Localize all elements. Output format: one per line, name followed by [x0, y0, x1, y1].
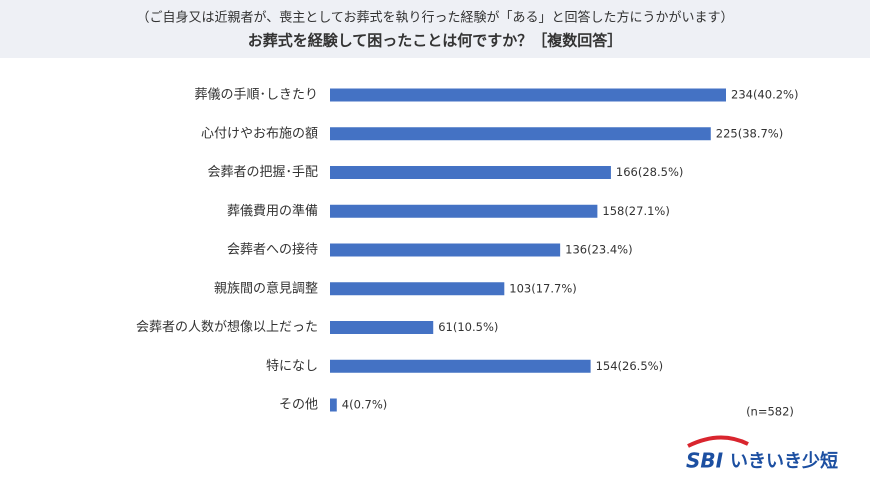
- bar: [330, 166, 611, 179]
- value-label: 103(17.7%): [509, 281, 576, 295]
- bar: [330, 127, 711, 141]
- category-label: 葬儀の手順･しきたり: [194, 88, 318, 103]
- value-label: 4(0.7%): [342, 398, 388, 412]
- bar: [330, 359, 591, 373]
- chart-title: お葬式を経験して困ったことは何ですか？［複数回答］: [248, 32, 623, 50]
- category-label: 会葬者への接待: [227, 242, 318, 258]
- bar: [330, 398, 337, 412]
- bar: [330, 321, 434, 334]
- value-label: 158(27.1%): [602, 204, 669, 218]
- category-label: 会葬者の把握･手配: [207, 165, 318, 180]
- chart-subtitle: （ご自身又は近親者が、喪主としてお葬式を執り行った経験が「ある」と回答した方にう…: [137, 10, 734, 26]
- logo-name: いきいき少短: [730, 450, 838, 472]
- bar: [330, 204, 598, 218]
- header-band: [0, 0, 870, 58]
- bar: [330, 88, 726, 102]
- category-label: 特になし: [266, 359, 318, 374]
- bar: [330, 243, 561, 257]
- logo-swoosh: [687, 435, 749, 448]
- value-label: 166(28.5%): [616, 165, 683, 179]
- category-label: 会葬者の人数が想像以上だった: [136, 319, 318, 335]
- value-label: 225(38.7%): [716, 126, 783, 140]
- bar: [330, 282, 505, 296]
- sample-note: (n=582): [746, 405, 794, 419]
- category-label: その他: [279, 398, 318, 413]
- value-label: 154(26.5%): [596, 359, 663, 373]
- logo-brand: SBI: [686, 449, 724, 473]
- value-label: 234(40.2%): [731, 88, 798, 102]
- category-label: 心付けやお布施の額: [201, 126, 318, 141]
- category-label: 葬儀費用の準備: [227, 203, 318, 219]
- value-label: 61(10.5%): [438, 320, 498, 334]
- category-label: 親族間の意見調整: [214, 280, 318, 296]
- value-label: 136(23.4%): [565, 243, 632, 257]
